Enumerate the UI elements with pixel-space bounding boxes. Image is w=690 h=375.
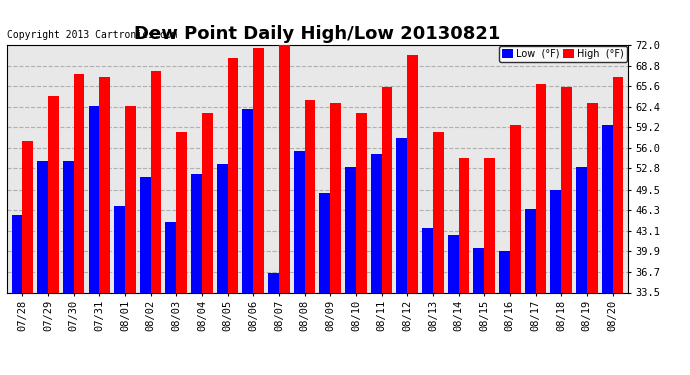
Bar — [253, 48, 264, 292]
Bar — [499, 251, 510, 292]
Bar — [561, 87, 572, 292]
Bar — [510, 125, 521, 292]
Bar — [331, 103, 341, 292]
Bar — [319, 193, 331, 292]
Bar — [448, 235, 459, 292]
Bar — [602, 125, 613, 292]
Bar — [382, 87, 393, 292]
Bar — [356, 112, 366, 292]
Bar — [279, 39, 290, 292]
Bar — [473, 248, 484, 292]
Bar — [294, 151, 304, 292]
Bar — [202, 112, 213, 292]
Bar — [459, 158, 469, 292]
Bar — [422, 228, 433, 292]
Text: Copyright 2013 Cartronics.com: Copyright 2013 Cartronics.com — [7, 30, 177, 40]
Legend: Low  (°F), High  (°F): Low (°F), High (°F) — [499, 46, 627, 62]
Bar — [228, 58, 238, 292]
Bar — [613, 77, 623, 292]
Bar — [166, 222, 176, 292]
Bar — [242, 109, 253, 292]
Bar — [22, 141, 33, 292]
Bar — [551, 190, 561, 292]
Bar — [304, 100, 315, 292]
Bar — [140, 177, 150, 292]
Bar — [535, 84, 546, 292]
Bar — [191, 174, 202, 292]
Bar — [150, 71, 161, 292]
Bar — [586, 103, 598, 292]
Bar — [433, 132, 444, 292]
Bar — [63, 161, 74, 292]
Bar — [176, 132, 187, 292]
Bar — [268, 273, 279, 292]
Bar — [74, 74, 84, 292]
Bar — [217, 164, 228, 292]
Bar — [345, 167, 356, 292]
Bar — [12, 215, 22, 292]
Bar — [371, 154, 382, 292]
Bar — [576, 167, 586, 292]
Bar — [524, 209, 535, 292]
Bar — [88, 106, 99, 292]
Bar — [114, 206, 125, 292]
Bar — [407, 55, 418, 292]
Title: Dew Point Daily High/Low 20130821: Dew Point Daily High/Low 20130821 — [135, 26, 500, 44]
Bar — [484, 158, 495, 292]
Bar — [397, 138, 407, 292]
Bar — [48, 96, 59, 292]
Bar — [99, 77, 110, 292]
Bar — [125, 106, 136, 292]
Bar — [37, 161, 48, 292]
